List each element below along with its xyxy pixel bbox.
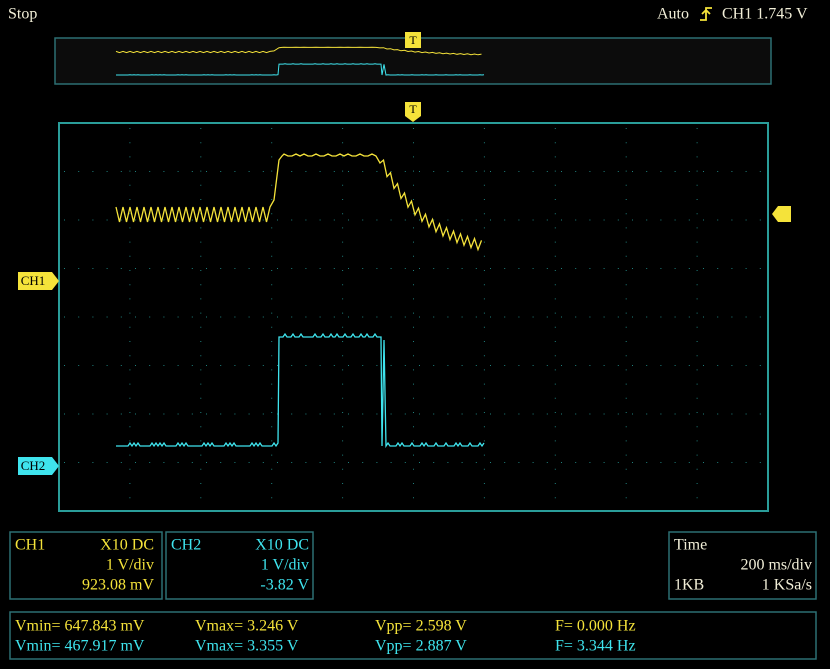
run-status[interactable]: Stop [8, 6, 37, 23]
ch2-waveform [116, 332, 485, 449]
trigger-mode[interactable]: Auto [657, 6, 689, 23]
ch1-waveform [115, 153, 483, 252]
overview-ch2-waveform [116, 63, 485, 76]
measurement: Vpp= 2.598 V [375, 618, 467, 635]
trigger-level[interactable]: CH1 1.745 V [722, 6, 808, 23]
graticule [58, 122, 769, 512]
ch1-name: CH1 [15, 537, 45, 554]
memory-depth: 1KB [674, 577, 704, 594]
measurement: F= 3.344 Hz [555, 638, 636, 655]
measurement: Vpp= 2.887 V [375, 638, 467, 655]
measurement: F= 0.000 Hz [555, 618, 636, 635]
ch2-marker-label: CH2 [21, 458, 46, 473]
timebase-scale: 200 ms/div [740, 557, 812, 574]
overview-ch1-waveform [115, 46, 482, 56]
timebase-label: Time [674, 537, 707, 554]
measurements: Vmin= 647.843 mV Vmax= 3.246 V Vpp= 2.598 … [15, 618, 636, 655]
measurement: Vmin= 467.917 mV [15, 638, 145, 655]
ch1-panel[interactable] [9, 531, 163, 600]
ch2-offset: -3.82 V [260, 577, 309, 594]
ch2-marker[interactable] [18, 457, 59, 475]
ch2-name: CH2 [171, 537, 201, 554]
measurement-panel [9, 611, 817, 660]
ch1-probe: X10 DC [100, 537, 154, 554]
ch2-scale: 1 V/div [261, 557, 309, 574]
measurement: Vmin= 647.843 mV [15, 618, 145, 635]
ch1-offset: 923.08 mV [82, 577, 154, 594]
measurement: Vmax= 3.246 V [195, 618, 299, 635]
sample-rate: 1 KSa/s [762, 577, 812, 594]
overview-trigger-marker: T [405, 32, 421, 48]
ch1-marker-label: CH1 [21, 273, 46, 288]
ch2-panel[interactable] [165, 531, 314, 600]
overview-trigger-label: T [409, 33, 417, 47]
timebase-panel[interactable] [668, 531, 817, 600]
trigger-position-marker[interactable]: T [405, 102, 421, 122]
trigger-edge-icon [700, 7, 712, 21]
ch2-probe: X10 DC [255, 537, 309, 554]
trigger-position-label: T [409, 102, 417, 116]
ch1-marker[interactable] [18, 272, 59, 290]
ch1-scale: 1 V/div [106, 557, 154, 574]
trigger-level-marker[interactable] [772, 206, 791, 222]
measurement: Vmax= 3.355 V [195, 638, 299, 655]
